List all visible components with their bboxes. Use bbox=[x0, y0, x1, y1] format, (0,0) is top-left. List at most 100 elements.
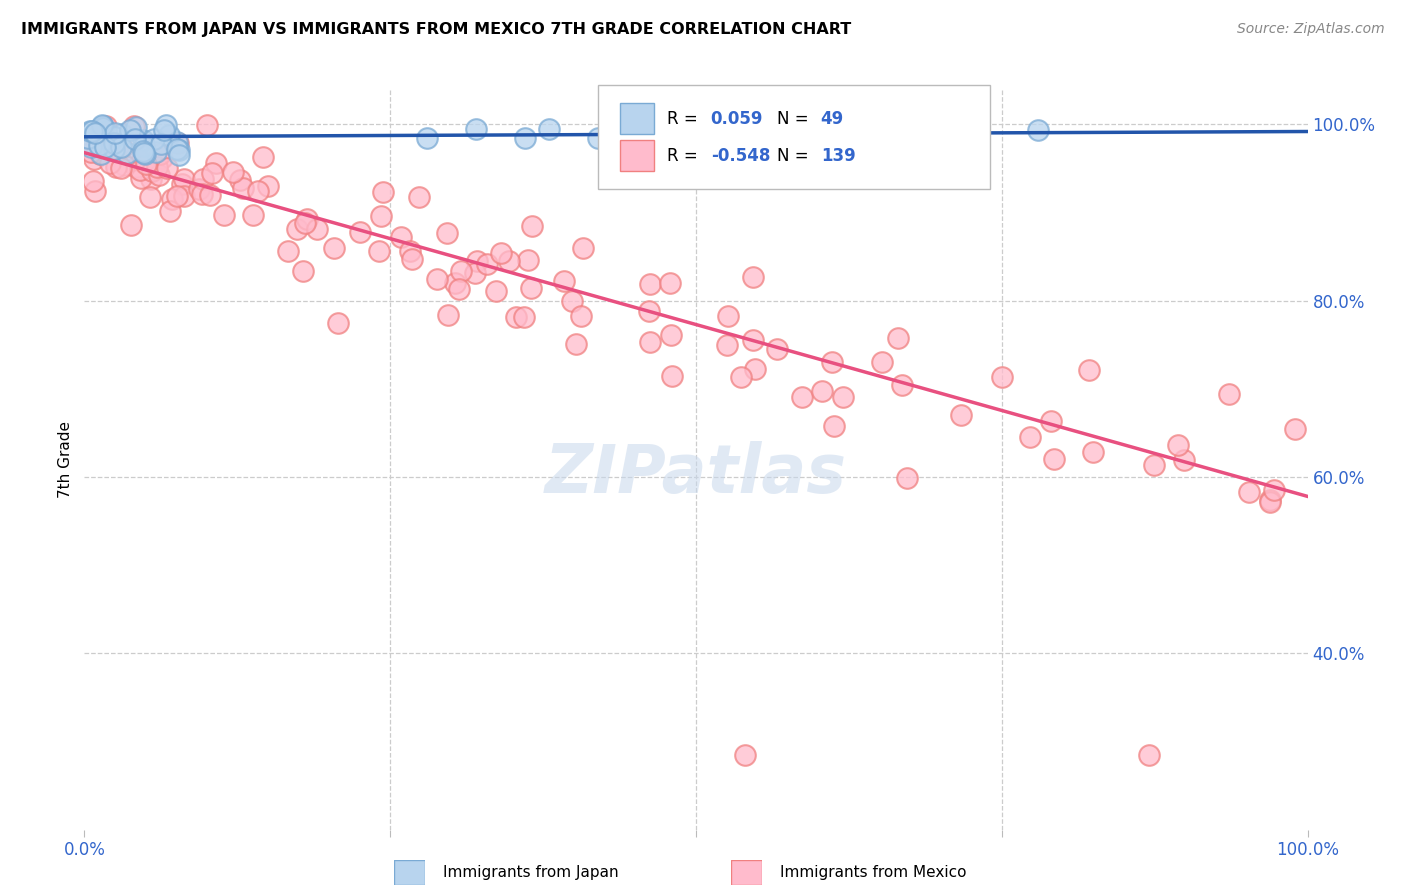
Point bbox=[188, 182, 211, 196]
Point bbox=[87, 138, 110, 153]
Bar bbox=[620, 103, 654, 135]
Point bbox=[553, 274, 575, 288]
Point bbox=[538, 121, 561, 136]
Point bbox=[485, 284, 508, 298]
Text: 139: 139 bbox=[821, 147, 855, 165]
Point bbox=[464, 121, 486, 136]
Point bbox=[1167, 438, 1189, 452]
Point bbox=[125, 120, 148, 134]
Text: 0.059: 0.059 bbox=[710, 110, 763, 128]
Point bbox=[599, 121, 621, 136]
Point bbox=[766, 342, 789, 356]
Point bbox=[167, 148, 190, 162]
Point bbox=[212, 208, 235, 222]
Point bbox=[124, 131, 146, 145]
Point bbox=[408, 190, 430, 204]
Point bbox=[91, 120, 114, 134]
Point bbox=[150, 137, 173, 152]
Text: Source: ZipAtlas.com: Source: ZipAtlas.com bbox=[1237, 22, 1385, 37]
Point bbox=[475, 257, 498, 271]
Point bbox=[252, 149, 274, 163]
Point bbox=[80, 140, 103, 154]
Point bbox=[872, 355, 894, 369]
Point bbox=[513, 310, 536, 324]
Point bbox=[416, 130, 439, 145]
Text: N =: N = bbox=[776, 147, 814, 165]
Point bbox=[103, 142, 125, 156]
Point bbox=[141, 172, 163, 186]
Point bbox=[111, 141, 134, 155]
Point bbox=[148, 168, 170, 182]
Point bbox=[132, 138, 155, 153]
Point bbox=[155, 119, 177, 133]
Point bbox=[792, 390, 814, 404]
Point bbox=[152, 123, 174, 137]
Point bbox=[949, 409, 972, 423]
Point bbox=[118, 122, 141, 136]
Point bbox=[349, 225, 371, 239]
Point bbox=[94, 128, 117, 142]
Bar bbox=[620, 140, 654, 171]
Point bbox=[157, 128, 180, 142]
Point bbox=[89, 145, 111, 160]
Point bbox=[91, 120, 114, 135]
Point bbox=[1078, 363, 1101, 377]
Point bbox=[221, 165, 243, 179]
Text: N =: N = bbox=[776, 110, 814, 128]
Point bbox=[200, 188, 222, 202]
Point bbox=[505, 310, 527, 324]
Point bbox=[80, 136, 103, 151]
Point bbox=[516, 253, 538, 268]
Point bbox=[401, 252, 423, 267]
Point bbox=[94, 124, 117, 138]
Point bbox=[89, 146, 111, 161]
Point bbox=[111, 127, 134, 141]
Point bbox=[734, 747, 756, 762]
Point bbox=[105, 160, 128, 174]
Point bbox=[1258, 492, 1281, 507]
Point bbox=[122, 119, 145, 133]
Point bbox=[100, 133, 122, 147]
Point bbox=[450, 263, 472, 277]
Point bbox=[132, 133, 155, 147]
Point bbox=[498, 254, 520, 268]
Point bbox=[166, 135, 188, 149]
Point bbox=[94, 120, 117, 134]
Point bbox=[79, 123, 101, 137]
Point bbox=[91, 118, 114, 132]
Point bbox=[661, 368, 683, 383]
Point bbox=[326, 317, 349, 331]
Point bbox=[143, 132, 166, 146]
Point bbox=[661, 130, 683, 145]
Point bbox=[112, 158, 135, 172]
Point bbox=[811, 384, 834, 399]
Point bbox=[821, 355, 844, 369]
Point bbox=[195, 118, 218, 132]
Point bbox=[242, 208, 264, 222]
Point bbox=[399, 244, 422, 258]
Point bbox=[1258, 494, 1281, 508]
Point bbox=[84, 184, 107, 198]
Point bbox=[80, 145, 103, 160]
Y-axis label: 7th Grade: 7th Grade bbox=[58, 421, 73, 498]
Point bbox=[659, 327, 682, 342]
Point bbox=[489, 245, 512, 260]
Point bbox=[370, 209, 392, 223]
Point bbox=[569, 310, 592, 324]
Point bbox=[730, 369, 752, 384]
Point bbox=[166, 189, 188, 203]
Point bbox=[229, 173, 252, 187]
Point bbox=[129, 171, 152, 186]
Point bbox=[373, 186, 395, 200]
Point bbox=[1143, 458, 1166, 473]
Text: Immigrants from Mexico: Immigrants from Mexico bbox=[780, 865, 967, 880]
Point bbox=[84, 140, 107, 154]
Point bbox=[246, 184, 269, 198]
Point bbox=[132, 144, 155, 158]
Point bbox=[465, 253, 488, 268]
Point bbox=[285, 222, 308, 236]
Point bbox=[294, 215, 316, 229]
Point bbox=[172, 177, 194, 191]
Point bbox=[131, 154, 153, 169]
Point bbox=[191, 171, 214, 186]
